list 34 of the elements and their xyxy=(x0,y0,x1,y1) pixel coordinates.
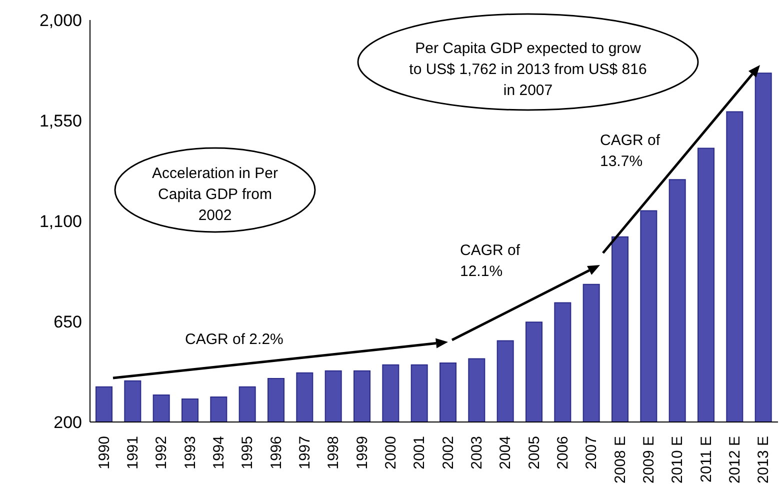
x-tick-label: 2013 E xyxy=(755,436,772,484)
y-tick-label: 2,000 xyxy=(39,11,82,30)
x-tick-label: 2012 E xyxy=(726,436,744,484)
x-tick-label: 1995 xyxy=(239,436,256,470)
x-tick-label: 1997 xyxy=(296,436,314,470)
annotation: CAGR of 2.2% xyxy=(185,330,284,350)
x-tick-label: 2008 E xyxy=(612,436,629,484)
x-tick-label: 2001 xyxy=(411,436,428,470)
annotation: CAGR of 13.7% xyxy=(600,131,662,172)
x-tick-label: 2010 E xyxy=(669,436,686,484)
annotation: Per Capita GDP expected to grow to US$ 1,762 in 2013 from US$ 816 in 2007 xyxy=(408,39,648,101)
x-tick-label: 1990 xyxy=(96,436,113,470)
x-tick-label: 1998 xyxy=(325,436,342,470)
y-tick-label: 1,550 xyxy=(39,112,82,131)
y-tick-label: 1,100 xyxy=(39,212,82,232)
x-tick-label: 2003 xyxy=(468,436,486,470)
x-tick-label: 1996 xyxy=(268,436,285,470)
x-tick-label: 2006 xyxy=(554,436,572,470)
x-tick-label: 1993 xyxy=(182,436,199,470)
x-tick-label: 1991 xyxy=(124,436,142,470)
x-tick-label: 2011 E xyxy=(698,436,715,482)
y-tick-label: 200 xyxy=(54,413,82,432)
x-tick-label: 2007 xyxy=(583,436,600,470)
annotation: Acceleration in Per Capita GDP from 2002 xyxy=(151,164,279,226)
x-tick-label: 2004 xyxy=(497,436,514,470)
x-tick-label: 2005 xyxy=(526,436,543,470)
x-tick-label: 2002 xyxy=(440,436,457,470)
x-tick-label: 1992 xyxy=(153,436,170,470)
x-tick-label: 1994 xyxy=(210,436,228,470)
x-tick-label: 1999 xyxy=(354,436,371,470)
x-tick-label: 2009 E xyxy=(640,436,658,484)
x-tick-label: 2000 xyxy=(382,436,400,470)
y-tick-label: 650 xyxy=(54,312,82,332)
annotation: CAGR of 12.1% xyxy=(460,241,522,282)
